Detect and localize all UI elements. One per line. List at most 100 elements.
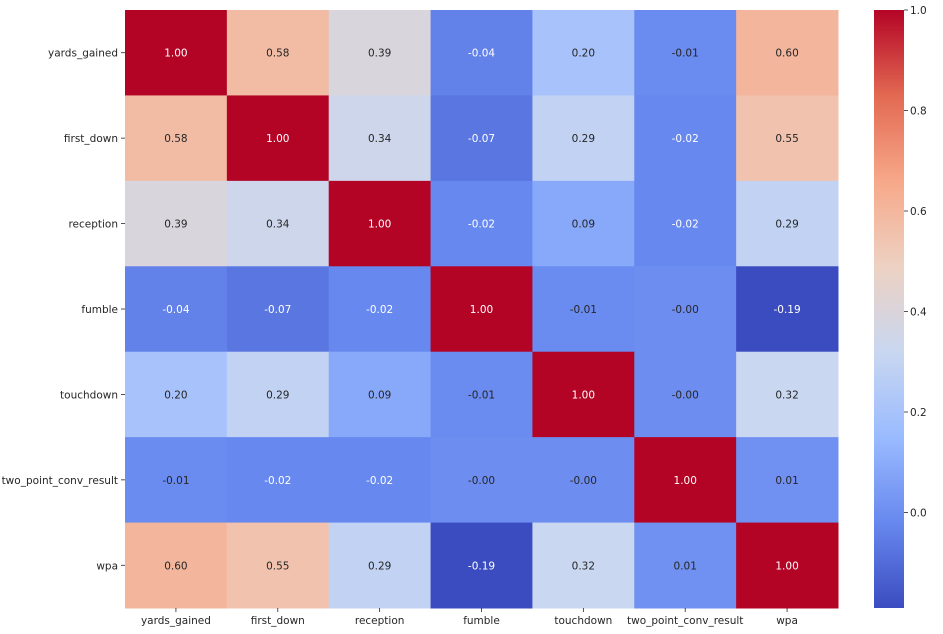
heatmap-cell xyxy=(532,437,635,524)
x-tick-label: fumble xyxy=(463,615,500,627)
heatmap-cell xyxy=(430,180,533,267)
cell-value-label: 0.29 xyxy=(572,133,595,145)
heatmap-cell xyxy=(736,522,839,609)
heatmap-cell xyxy=(634,437,737,524)
x-tick-label: wpa xyxy=(776,615,798,627)
y-tick-label: wpa xyxy=(96,560,118,572)
cell-value-label: 1.00 xyxy=(470,304,493,316)
heatmap-cell xyxy=(532,95,635,182)
cell-value-label: -0.02 xyxy=(264,475,291,487)
heatmap-cell xyxy=(125,522,228,609)
heatmap-cell xyxy=(532,522,635,609)
y-tick-label: reception xyxy=(68,219,118,231)
cell-value-label: -0.01 xyxy=(570,304,597,316)
colorbar: 0.0 0.2 0.4 0.6 0.8 1.0 xyxy=(874,5,927,608)
heatmap-cell xyxy=(226,10,330,96)
heatmap-cell xyxy=(226,351,330,438)
colorbar-tick-label: 0.8 xyxy=(910,106,927,118)
colorbar-tick-label: 0.6 xyxy=(910,206,927,218)
heatmap-cell xyxy=(532,180,635,267)
cell-value-label: 0.58 xyxy=(266,48,289,60)
heatmap-cell xyxy=(328,351,432,438)
heatmap-cell xyxy=(736,10,839,96)
cell-value-label: 0.39 xyxy=(164,219,187,231)
heatmap-cell xyxy=(328,95,432,182)
heatmap-cell xyxy=(430,351,533,438)
heatmap-cell xyxy=(226,180,330,267)
cell-value-label: 0.55 xyxy=(266,560,289,572)
cell-value-label: -0.07 xyxy=(264,304,291,316)
heatmap-cell xyxy=(125,266,228,353)
cell-value-label: 0.34 xyxy=(368,133,392,145)
colorbar-tick-label: 0.2 xyxy=(910,407,927,419)
heatmap-cell xyxy=(125,437,228,524)
y-tick-label: first_down xyxy=(64,133,118,145)
y-tick-label: two_point_conv_result xyxy=(2,475,118,487)
cell-value-label: 1.00 xyxy=(572,389,595,401)
heatmap-cell xyxy=(430,522,533,609)
cell-value-label: 0.60 xyxy=(775,48,798,60)
cell-value-label: 0.20 xyxy=(572,48,595,60)
cell-value-label: 0.01 xyxy=(674,560,697,572)
heatmap-cell xyxy=(125,10,228,96)
x-tick-label: yards_gained xyxy=(141,615,211,627)
cell-value-label: 1.00 xyxy=(775,560,798,572)
heatmap-cells xyxy=(125,10,839,609)
heatmap-cell xyxy=(125,180,228,267)
cell-annotations: 1.00 0.58 0.39 -0.04 0.20 -0.01 0.60 0.58 1.00 0.… xyxy=(162,48,800,573)
heatmap-cell xyxy=(634,266,737,353)
heatmap-cell xyxy=(226,95,330,182)
y-axis: yards_gained first_down reception fumble tou… xyxy=(2,48,125,572)
cell-value-label: -0.02 xyxy=(366,304,393,316)
cell-value-label: 0.58 xyxy=(164,133,187,145)
cell-value-label: -0.01 xyxy=(468,389,495,401)
cell-value-label: 0.32 xyxy=(775,389,798,401)
cell-value-label: -0.02 xyxy=(468,219,495,231)
cell-value-label: 0.09 xyxy=(572,219,595,231)
heatmap-cell xyxy=(328,437,432,524)
cell-value-label: 0.32 xyxy=(572,560,595,572)
cell-value-label: 1.00 xyxy=(368,219,391,231)
cell-value-label: -0.02 xyxy=(672,133,699,145)
cell-value-label: 1.00 xyxy=(164,48,187,60)
heatmap-cell xyxy=(736,180,839,267)
heatmap-cell xyxy=(226,437,330,524)
heatmap-cell xyxy=(430,10,533,96)
heatmap-cell xyxy=(532,10,635,96)
colorbar-tick-label: 0.0 xyxy=(910,508,927,520)
y-tick-label: fumble xyxy=(81,304,118,316)
heatmap-cell xyxy=(226,522,330,609)
cell-value-label: -0.00 xyxy=(570,475,597,487)
heatmap-cell xyxy=(430,95,533,182)
colorbar-tick-label: 1.0 xyxy=(910,5,927,17)
x-tick-label: first_down xyxy=(251,615,305,627)
cell-value-label: -0.19 xyxy=(773,304,800,316)
cell-value-label: 0.39 xyxy=(368,48,391,60)
cell-value-label: -0.02 xyxy=(672,219,699,231)
cell-value-label: 0.60 xyxy=(164,560,187,572)
cell-value-label: 0.55 xyxy=(775,133,798,145)
heatmap-cell xyxy=(736,351,839,438)
heatmap-cell xyxy=(736,266,839,353)
heatmap-cell xyxy=(634,351,737,438)
cell-value-label: -0.00 xyxy=(672,304,699,316)
heatmap-cell xyxy=(328,522,432,609)
cell-value-label: -0.04 xyxy=(468,48,495,60)
cell-value-label: -0.00 xyxy=(672,389,699,401)
cell-value-label: 0.20 xyxy=(164,389,187,401)
cell-value-label: -0.02 xyxy=(366,475,393,487)
cell-value-label: 0.29 xyxy=(266,389,289,401)
y-tick-label: touchdown xyxy=(60,389,118,401)
x-tick-label: two_point_conv_result xyxy=(627,615,743,627)
cell-value-label: 1.00 xyxy=(674,475,697,487)
heatmap-cell xyxy=(634,522,737,609)
cell-value-label: -0.01 xyxy=(162,475,189,487)
cell-value-label: -0.00 xyxy=(468,475,495,487)
cell-value-label: -0.04 xyxy=(162,304,189,316)
heatmap-cell xyxy=(736,437,839,524)
heatmap-cell xyxy=(226,266,330,353)
cell-value-label: 0.34 xyxy=(266,219,290,231)
heatmap-cell xyxy=(736,95,839,182)
heatmap-cell xyxy=(532,266,635,353)
